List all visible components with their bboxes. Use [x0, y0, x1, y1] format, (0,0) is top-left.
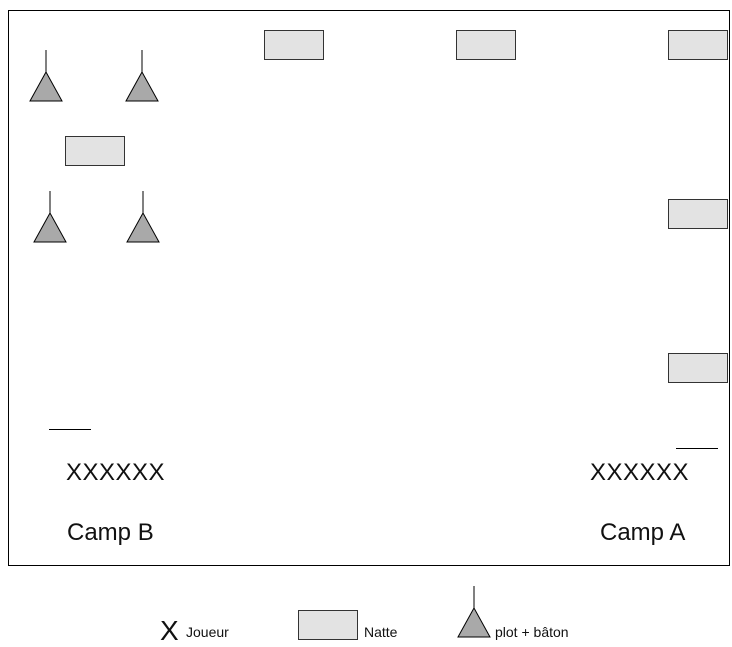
mat [668, 353, 728, 383]
legend-player-label: Joueur [186, 624, 229, 640]
team-a-players: XXXXXX [590, 459, 690, 486]
mat [668, 30, 728, 60]
team-a-label: Camp A [600, 519, 686, 546]
playing-field: XXXXXX XXXXXX Camp B Camp A [8, 10, 730, 566]
cone-with-pole-icon [126, 191, 160, 243]
mat [456, 30, 516, 60]
legend-mat-label: Natte [364, 624, 398, 640]
legend-cone-icon [457, 586, 491, 638]
team-b-players: XXXXXX [66, 459, 166, 486]
legend-mat-icon [298, 610, 358, 640]
mat [264, 30, 324, 60]
team-b-label: Camp B [67, 519, 154, 546]
legend-player-symbol: X [160, 615, 179, 646]
mat [668, 199, 728, 229]
cone-with-pole-icon [125, 50, 159, 102]
cone-with-pole-icon [29, 50, 63, 102]
legend: X Joueur Natte plot + bâton [0, 580, 732, 646]
start-line-left [49, 429, 91, 430]
mat [65, 136, 125, 166]
legend-cone-label: plot + bâton [495, 624, 569, 640]
cone-with-pole-icon [33, 191, 67, 243]
start-line-right [676, 448, 718, 449]
